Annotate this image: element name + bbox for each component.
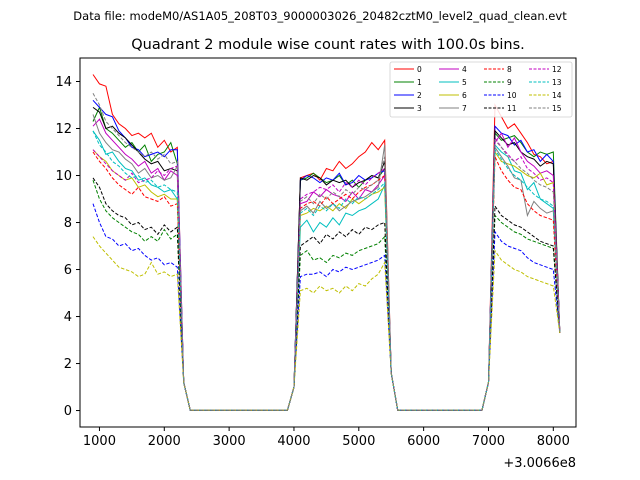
data-file-label: Data file: modeM0/AS1A05_208T03_90000030… — [73, 9, 567, 23]
legend-label-10: 10 — [507, 91, 517, 100]
legend-label-8: 8 — [507, 65, 512, 74]
chart-title: Quadrant 2 module wise count rates with … — [131, 37, 525, 53]
series-line-13 — [92, 130, 561, 411]
legend-label-15: 15 — [552, 104, 562, 113]
y-tick-label: 8 — [64, 216, 72, 231]
legend-label-13: 13 — [552, 78, 562, 87]
x-axis: 1000 2000 3000 4000 5000 6000 7000 8000 — [83, 427, 570, 449]
x-tick-label: 8000 — [537, 434, 570, 449]
x-tick-label: 3000 — [213, 434, 246, 449]
legend-label-0: 0 — [417, 65, 422, 74]
x-tick-label: 4000 — [277, 434, 310, 449]
legend-label-6: 6 — [462, 91, 467, 100]
series-line-5 — [92, 130, 561, 411]
legend-label-14: 14 — [552, 91, 562, 100]
legend-label-3: 3 — [417, 104, 422, 113]
legend-label-11: 11 — [507, 104, 517, 113]
x-tick-label: 6000 — [407, 434, 440, 449]
series-line-11 — [92, 177, 561, 411]
legend-label-5: 5 — [462, 78, 467, 87]
x-tick-label: 1000 — [83, 434, 116, 449]
y-tick-label: 2 — [64, 357, 72, 372]
plot-lines — [92, 74, 561, 411]
series-line-15 — [92, 93, 561, 411]
y-tick-label: 14 — [55, 75, 72, 90]
x-tick-label: 5000 — [342, 434, 375, 449]
y-tick-label: 12 — [55, 122, 72, 137]
y-tick-label: 10 — [55, 169, 72, 184]
legend-label-7: 7 — [462, 104, 467, 113]
x-offset-label: +3.0066e8 — [503, 456, 576, 471]
legend-label-1: 1 — [417, 78, 422, 87]
y-tick-label: 6 — [64, 263, 72, 278]
y-axis: 0 2 4 6 8 10 12 14 — [55, 75, 80, 419]
x-tick-label: 2000 — [148, 434, 181, 449]
legend-label-2: 2 — [417, 91, 422, 100]
x-tick-label: 7000 — [472, 434, 505, 449]
series-line-8 — [92, 151, 561, 411]
series-line-1 — [92, 105, 561, 411]
legend-box — [389, 61, 573, 118]
series-line-9 — [92, 180, 561, 411]
legend-label-9: 9 — [507, 78, 512, 87]
series-line-6 — [92, 149, 561, 411]
legend-label-12: 12 — [552, 65, 562, 74]
legend-label-4: 4 — [462, 65, 467, 74]
plot-frame — [79, 57, 577, 428]
y-tick-label: 4 — [64, 310, 72, 325]
y-tick-label: 0 — [64, 404, 72, 419]
